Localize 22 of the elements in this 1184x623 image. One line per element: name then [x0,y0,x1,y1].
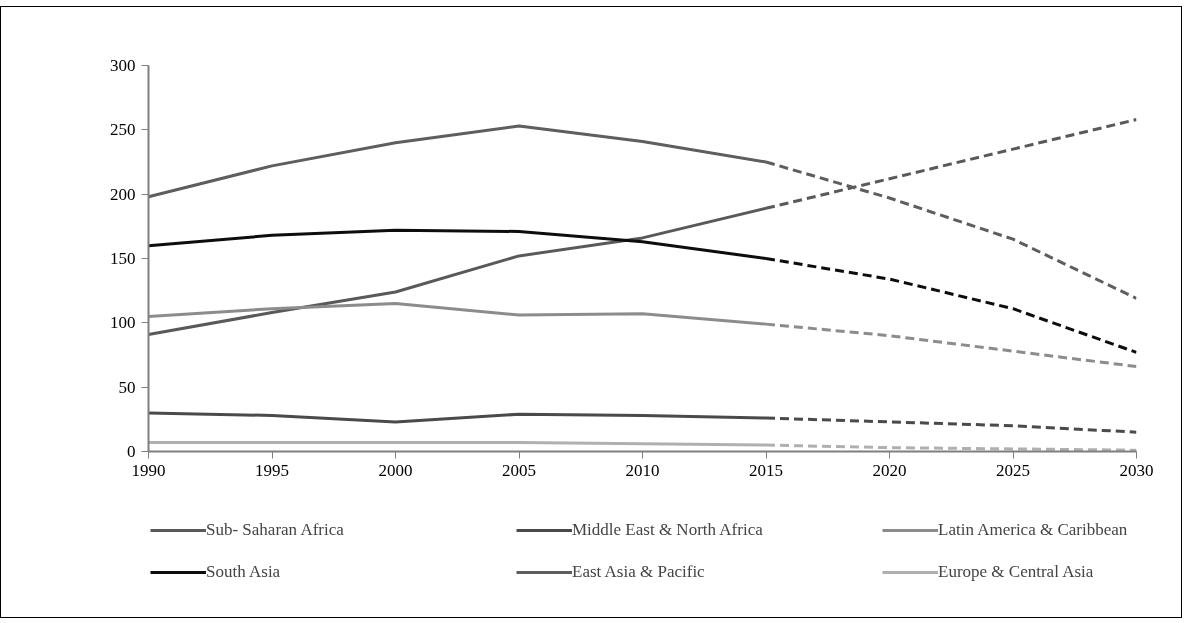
x-tick-label: 2005 [502,460,536,480]
x-tick-label: 2000 [378,460,413,480]
legend-label: Middle East & North Africa [572,519,764,541]
legend-label: Europe & Central Asia [938,561,1095,583]
x-tick-label: 1990 [131,460,166,480]
y-tick-label: 0 [127,442,136,461]
y-tick-label: 100 [110,313,136,333]
x-tick-label: 2010 [625,460,660,480]
y-tick-label: 200 [110,184,136,204]
legend-label: South Asia [206,561,282,583]
x-tick-label: 2015 [749,460,783,480]
x-tick-label: 2020 [872,460,907,480]
legend-label: East Asia & Pacific [572,561,706,583]
y-tick-label: 150 [110,249,136,268]
y-tick-label: 50 [118,377,136,397]
legend-label: Latin America & Caribbean [938,519,1129,541]
x-tick-label: 1995 [255,460,289,480]
y-tick-label: 250 [110,120,136,140]
x-tick-label: 2025 [996,460,1030,480]
y-tick-label: 300 [110,56,136,75]
x-tick-label: 2030 [1119,460,1154,480]
legend-label: Sub- Saharan Africa [206,519,345,541]
